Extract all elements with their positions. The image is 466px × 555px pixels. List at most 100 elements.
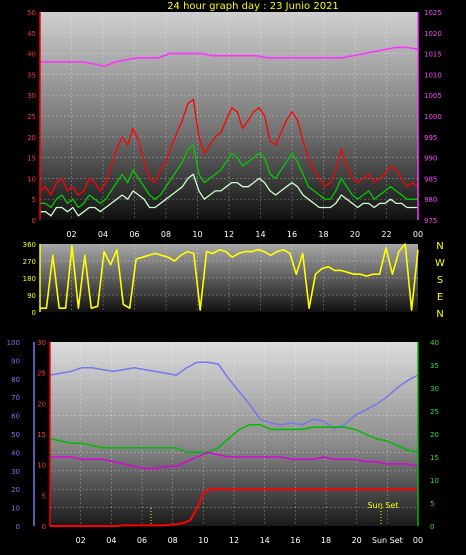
y-tick-label: 1005 — [424, 92, 442, 100]
x-tick-label: Sun Set — [372, 536, 403, 545]
x-tick-label: 16 — [290, 536, 300, 545]
chart3-series — [49, 361, 419, 527]
y-tick-label: 10 — [27, 175, 36, 183]
y-tick-label: 20 — [430, 431, 439, 439]
chart1-series — [39, 46, 419, 217]
temperature-line — [50, 451, 419, 470]
y-tick-label: 80 — [11, 376, 20, 384]
y-tick-label: 100 — [7, 339, 20, 347]
y-tick-label: 10 — [11, 505, 20, 513]
y-tick-label: 1025 — [424, 9, 442, 17]
sunset-annotation: Sun Set — [368, 501, 399, 510]
y-tick-label: 20 — [37, 400, 46, 408]
y-tick-label: 270 — [23, 258, 36, 266]
x-tick-label: 18 — [321, 536, 331, 545]
y-tick-label: 70 — [11, 394, 20, 402]
y-tick-label: 5 — [430, 500, 434, 508]
x-tick-label: 00 — [413, 536, 423, 545]
y-tick-label: 45 — [27, 30, 36, 38]
y-tick-label: 40 — [430, 339, 439, 347]
x-tick-label: 12 — [229, 536, 239, 545]
y-tick-label: 0 — [16, 523, 20, 531]
y-tick-label: 1000 — [424, 113, 442, 121]
y-tick-label: 990 — [424, 155, 437, 163]
x-tick-label: 02 — [66, 230, 76, 239]
y-tick-label: 35 — [430, 362, 439, 370]
x-tick-label: 22 — [381, 230, 391, 239]
x-tick-label: 18 — [318, 230, 328, 239]
y-tick-label: 90 — [27, 292, 36, 300]
y-tick-label: 40 — [11, 449, 20, 457]
y-tick-label: 1015 — [424, 51, 442, 59]
wind-speed-line — [40, 144, 418, 209]
x-tick-label: 08 — [161, 230, 171, 239]
pressure-line — [40, 46, 419, 67]
chart3-axes: Sun Set010203040506070809010005101520253… — [7, 339, 439, 545]
compass-label: N — [436, 309, 443, 320]
y-tick-label: 1020 — [424, 30, 442, 38]
y-tick-label: 975 — [424, 217, 437, 225]
y-tick-label: 30 — [27, 92, 36, 100]
y-tick-label: 5 — [32, 196, 36, 204]
y-tick-label: 90 — [11, 357, 20, 365]
y-tick-label: 50 — [27, 9, 36, 17]
y-tick-label: 30 — [37, 339, 46, 347]
humidity-line — [49, 361, 419, 430]
x-tick-label: 14 — [255, 230, 265, 239]
compass-label: E — [437, 292, 443, 303]
chart1-axes: 0510152025303540455097598098599099510001… — [27, 9, 442, 239]
solar-line — [50, 488, 418, 527]
y-tick-label: 35 — [27, 71, 36, 79]
x-tick-label: 16 — [287, 230, 297, 239]
y-tick-label: 180 — [23, 275, 36, 283]
dewpoint-line — [49, 424, 419, 454]
chart-title: 24 hour graph day : 23 Junio 2021 — [167, 1, 339, 12]
y-tick-label: 25 — [37, 370, 46, 378]
y-tick-label: 995 — [424, 134, 437, 142]
y-tick-label: 40 — [27, 51, 36, 59]
x-tick-label: 04 — [98, 230, 108, 239]
wind-direction-line — [40, 243, 419, 311]
y-tick-label: 25 — [27, 113, 36, 121]
x-tick-label: 06 — [137, 536, 147, 545]
x-tick-label: 14 — [260, 536, 270, 545]
y-tick-label: 1010 — [424, 71, 442, 79]
y-tick-label: 20 — [27, 134, 36, 142]
chart2-grid — [40, 244, 418, 312]
y-tick-label: 980 — [424, 196, 437, 204]
y-tick-label: 15 — [37, 431, 46, 439]
y-tick-label: 60 — [11, 413, 20, 421]
y-tick-label: 10 — [430, 477, 439, 485]
y-tick-label: 20 — [11, 486, 20, 494]
x-tick-label: 20 — [352, 536, 362, 545]
x-tick-label: 10 — [192, 230, 202, 239]
y-tick-label: 25 — [430, 408, 439, 416]
chart2-axes: 0 90 180 270 360 — [23, 241, 41, 317]
x-tick-label: 06 — [129, 230, 139, 239]
x-tick-label: 20 — [350, 230, 360, 239]
wind-average-line — [40, 173, 418, 217]
compass-label: S — [437, 275, 443, 286]
x-tick-label: 04 — [106, 536, 116, 545]
x-tick-label: 12 — [224, 230, 234, 239]
y-tick-label: 0 — [32, 217, 36, 225]
y-tick-label: 985 — [424, 175, 437, 183]
x-tick-label: 10 — [198, 536, 208, 545]
y-tick-label: 30 — [11, 468, 20, 476]
y-tick-label: 30 — [430, 385, 439, 393]
y-tick-label: 0 — [32, 309, 36, 317]
y-tick-label: 360 — [23, 241, 36, 249]
y-tick-label: 0 — [430, 523, 434, 531]
wind-gust-line — [39, 98, 419, 196]
y-tick-label: 5 — [42, 492, 46, 500]
chart2-series — [40, 243, 419, 311]
y-tick-label: 0 — [42, 523, 46, 531]
y-tick-label: 15 — [430, 454, 439, 462]
y-tick-label: 10 — [37, 462, 46, 470]
x-tick-label: 08 — [168, 536, 178, 545]
compass-label: W — [435, 258, 445, 269]
compass-label: N — [436, 241, 443, 252]
x-tick-label: 02 — [76, 536, 86, 545]
